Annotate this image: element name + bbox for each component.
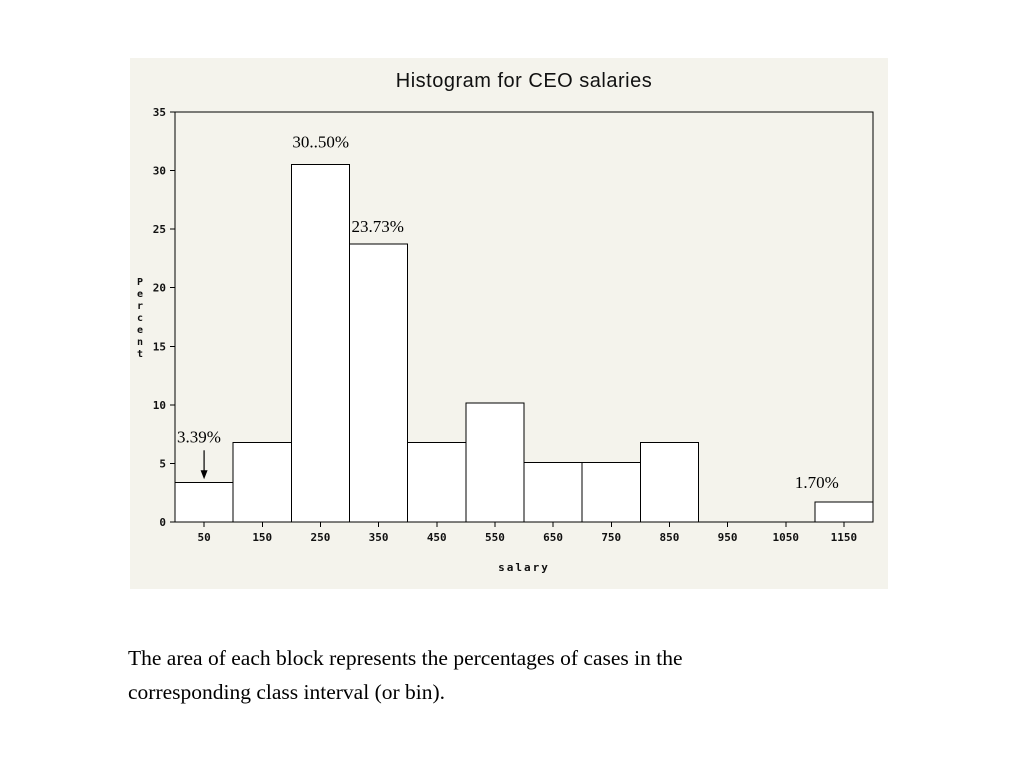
x-tick-label: 550 (485, 531, 505, 544)
annotation-label: 23.73% (352, 217, 404, 236)
caption: The area of each block represents the pe… (128, 641, 908, 709)
histogram-bar (465, 402, 525, 523)
histogram-plot: 0 5 10 15 20 25 30 35 50 150 250 350 450 550 650 750 850… (137, 106, 874, 574)
y-tick-label: 35 (153, 106, 166, 119)
y-tick-label: 0 (159, 516, 166, 529)
caption-line-1: The area of each block represents the pe… (128, 646, 683, 670)
y-tick-label: 15 (153, 340, 166, 353)
x-tick-label: 1150 (831, 531, 858, 544)
y-tick-label: 20 (153, 282, 166, 295)
x-tick-label: 750 (601, 531, 621, 544)
histogram-bar (814, 501, 874, 523)
histogram-bar (581, 461, 641, 523)
chart-title: Histogram for CEO salaries (395, 70, 653, 92)
caption-line-2: corresponding class interval (or bin). (128, 680, 446, 704)
y-tick-label: 5 (159, 457, 166, 470)
histogram-bar (290, 164, 350, 523)
x-tick-label: 350 (369, 531, 389, 544)
x-tick-label: 250 (310, 531, 330, 544)
x-tick-label: 150 (252, 531, 272, 544)
y-axis-title-letter: c (137, 313, 143, 324)
y-axis-title-letter: e (137, 325, 143, 336)
histogram-bar (407, 442, 467, 523)
histogram-bar (232, 442, 292, 523)
y-tick-label: 10 (153, 399, 166, 412)
x-tick-label: 1050 (773, 531, 800, 544)
plot-box (174, 111, 874, 523)
chart-panel: 0 5 10 15 20 25 30 35 50 150 250 350 450 550 650 750 850… (130, 58, 888, 589)
histogram-bar (349, 243, 409, 523)
y-tick-label: 30 (153, 165, 166, 178)
annotation-label: 3.39% (177, 427, 221, 446)
y-axis-title-letter: n (137, 337, 143, 348)
y-axis-title-letter: P (137, 277, 143, 288)
histogram-bar (523, 461, 583, 523)
x-tick-label: 850 (659, 531, 679, 544)
x-tick-label: 450 (427, 531, 447, 544)
annotation-arrowhead (200, 470, 208, 480)
y-axis-title-letter: t (137, 349, 143, 360)
y-axis-title-letter: e (137, 289, 143, 300)
annotation-label: 1.70% (795, 473, 839, 492)
y-axis-title-letter: r (137, 301, 143, 312)
histogram-bar (639, 442, 700, 523)
x-tick-label: 650 (543, 531, 563, 544)
x-axis-title: salary (498, 561, 550, 574)
annotation-label: 30..50% (292, 133, 349, 152)
y-tick-label: 25 (153, 223, 166, 236)
x-tick-label: 50 (197, 531, 210, 544)
x-tick-label: 950 (718, 531, 738, 544)
histogram-bar (174, 481, 234, 523)
